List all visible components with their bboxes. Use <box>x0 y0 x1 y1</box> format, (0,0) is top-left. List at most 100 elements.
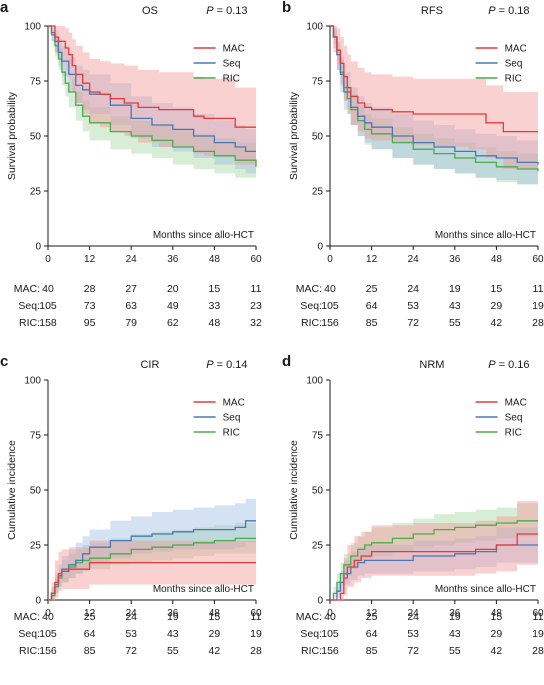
risk-count: 48 <box>209 317 221 329</box>
risk-count: 11 <box>251 283 262 295</box>
p-value-symbol: P <box>206 359 214 371</box>
risk-count: 42 <box>491 645 503 657</box>
risk-count: 24 <box>407 611 419 623</box>
risk-count: 15 <box>209 611 221 623</box>
risk-count: 53 <box>407 628 419 640</box>
p-value: P = 0.18 <box>488 5 529 17</box>
x-tick-label: 12 <box>84 608 96 619</box>
risk-count: 55 <box>167 645 179 657</box>
risk-count: 156 <box>321 317 339 329</box>
x-tick-label: 60 <box>532 608 544 619</box>
risk-count: 29 <box>491 300 503 312</box>
risk-count: 25 <box>366 611 378 623</box>
risk-row-label: Seq: <box>18 300 40 312</box>
ci-band-ric <box>48 26 256 185</box>
p-value-symbol: P <box>488 5 496 17</box>
risk-count: 40 <box>42 283 54 295</box>
risk-row-label: MAC: <box>14 283 40 295</box>
p-value-number: = 0.14 <box>214 359 248 371</box>
x-tick-label: 24 <box>126 254 138 265</box>
risk-count: 64 <box>366 300 378 312</box>
y-tick-label: 0 <box>35 596 41 607</box>
series-line-ric <box>48 537 256 601</box>
y-tick-label: 50 <box>30 132 42 143</box>
y-axis-label: Cumulative incidence <box>6 440 18 540</box>
y-tick-label: 25 <box>30 541 42 552</box>
x-tick-label: 0 <box>45 608 51 619</box>
risk-count: 32 <box>250 317 262 329</box>
risk-count: 42 <box>491 317 503 329</box>
risk-count: 24 <box>407 283 419 295</box>
y-tick-label: 100 <box>306 22 323 33</box>
x-tick-label: 60 <box>250 254 262 265</box>
chart-title: CIR <box>140 359 159 371</box>
series-line-mac <box>48 25 256 128</box>
y-tick-label: 100 <box>24 22 41 33</box>
y-tick-label: 0 <box>317 242 323 253</box>
risk-count: 19 <box>449 283 461 295</box>
ci-band-mac <box>48 540 256 600</box>
y-tick-label: 25 <box>30 187 42 198</box>
risk-count: 55 <box>449 645 461 657</box>
risk-count: 156 <box>39 645 57 657</box>
legend-label-seq: Seq <box>223 59 241 70</box>
chart-panel-d: d NRM P = 0.16 0 25 50 75 100 0 12 24 36 48 60 Cumulat… <box>282 353 544 657</box>
y-tick-label: 75 <box>312 77 324 88</box>
ci-band-seq <box>330 527 538 600</box>
risk-row-label: RIC: <box>19 317 40 329</box>
chart-panel-a: a OS P = 0.13 0 25 50 75 100 0 12 24 36 48 60 Survival… <box>0 0 262 329</box>
x-tick-label: 12 <box>84 254 96 265</box>
risk-count: 25 <box>84 611 96 623</box>
panel-letter: b <box>282 0 291 16</box>
risk-count: 25 <box>366 283 378 295</box>
x-annotation: Months since allo-HCT <box>435 584 536 595</box>
legend-label-mac: MAC <box>223 44 245 55</box>
risk-count: 156 <box>321 645 339 657</box>
risk-count: 105 <box>321 628 339 640</box>
ci-band-mac <box>48 26 256 165</box>
risk-count: 15 <box>491 283 503 295</box>
x-annotation: Months since allo-HCT <box>153 230 254 241</box>
y-tick-label: 50 <box>312 132 324 143</box>
risk-count: 85 <box>366 645 378 657</box>
series-line-ric <box>48 25 257 167</box>
risk-count: 62 <box>167 317 179 329</box>
chart-title: NRM <box>419 359 444 371</box>
risk-count: 24 <box>125 611 137 623</box>
legend-label-ric: RIC <box>223 74 240 85</box>
risk-count: 105 <box>321 300 339 312</box>
y-tick-label: 0 <box>317 596 323 607</box>
y-tick-label: 75 <box>312 431 324 442</box>
legend-label-seq: Seq <box>505 59 523 70</box>
risk-count: 85 <box>84 645 96 657</box>
p-value-number: = 0.18 <box>496 5 530 17</box>
chart-panel-c: c CIR P = 0.14 0 25 50 75 100 0 12 24 36 48 60 Cumulat… <box>0 353 262 657</box>
risk-count: 63 <box>125 300 137 312</box>
risk-count: 40 <box>324 611 336 623</box>
risk-count: 29 <box>209 628 221 640</box>
x-tick-label: 0 <box>327 254 333 265</box>
risk-count: 53 <box>407 300 419 312</box>
chart-title: OS <box>142 5 158 17</box>
risk-count: 64 <box>366 628 378 640</box>
x-tick-label: 36 <box>449 254 461 265</box>
x-tick-label: 48 <box>491 608 503 619</box>
panel-letter: c <box>0 353 8 370</box>
p-value-number: = 0.13 <box>214 5 248 17</box>
risk-row-label: Seq: <box>18 628 40 640</box>
series-line-ric <box>330 520 538 601</box>
y-tick-label: 75 <box>30 77 42 88</box>
risk-count: 42 <box>209 645 221 657</box>
chart-panel-b: b RFS P = 0.18 0 25 50 75 100 0 12 24 36 48 60 Surviva… <box>282 0 544 329</box>
series-line-mac <box>330 533 538 601</box>
risk-count: 43 <box>449 300 461 312</box>
risk-row-label: RIC: <box>301 317 322 329</box>
risk-count: 64 <box>84 628 96 640</box>
legend-label-mac: MAC <box>505 44 527 55</box>
y-tick-label: 75 <box>30 431 42 442</box>
risk-row-label: MAC: <box>296 611 322 623</box>
panel-letter: d <box>282 353 291 370</box>
risk-count: 27 <box>125 283 137 295</box>
risk-count: 105 <box>39 628 57 640</box>
